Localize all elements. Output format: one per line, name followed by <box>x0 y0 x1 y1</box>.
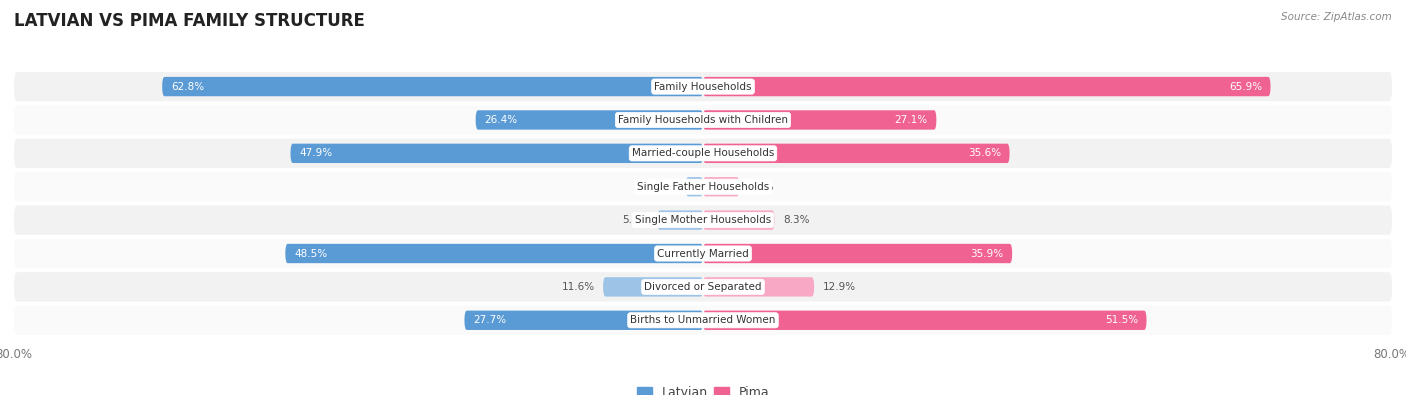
Text: 27.7%: 27.7% <box>472 315 506 325</box>
FancyBboxPatch shape <box>14 172 1392 201</box>
Text: 47.9%: 47.9% <box>299 149 332 158</box>
FancyBboxPatch shape <box>686 177 703 196</box>
Text: Single Mother Households: Single Mother Households <box>636 215 770 225</box>
FancyBboxPatch shape <box>162 77 703 96</box>
Text: Births to Unmarried Women: Births to Unmarried Women <box>630 315 776 325</box>
FancyBboxPatch shape <box>703 310 1146 330</box>
FancyBboxPatch shape <box>703 244 1012 263</box>
Text: 65.9%: 65.9% <box>1229 82 1263 92</box>
FancyBboxPatch shape <box>703 211 775 230</box>
Text: 35.6%: 35.6% <box>967 149 1001 158</box>
Text: 4.2%: 4.2% <box>748 182 775 192</box>
Text: Divorced or Separated: Divorced or Separated <box>644 282 762 292</box>
Text: Single Father Households: Single Father Households <box>637 182 769 192</box>
Text: 51.5%: 51.5% <box>1105 315 1137 325</box>
FancyBboxPatch shape <box>285 244 703 263</box>
FancyBboxPatch shape <box>14 105 1392 135</box>
Text: LATVIAN VS PIMA FAMILY STRUCTURE: LATVIAN VS PIMA FAMILY STRUCTURE <box>14 12 366 30</box>
Text: 62.8%: 62.8% <box>170 82 204 92</box>
Text: 26.4%: 26.4% <box>484 115 517 125</box>
Text: Married-couple Households: Married-couple Households <box>631 149 775 158</box>
Text: 5.3%: 5.3% <box>623 215 648 225</box>
FancyBboxPatch shape <box>475 110 703 130</box>
FancyBboxPatch shape <box>464 310 703 330</box>
Text: 12.9%: 12.9% <box>823 282 856 292</box>
FancyBboxPatch shape <box>703 177 740 196</box>
FancyBboxPatch shape <box>291 144 703 163</box>
Text: 8.3%: 8.3% <box>783 215 810 225</box>
Text: 48.5%: 48.5% <box>294 248 328 258</box>
FancyBboxPatch shape <box>703 144 1010 163</box>
Text: 2.0%: 2.0% <box>651 182 678 192</box>
FancyBboxPatch shape <box>703 110 936 130</box>
FancyBboxPatch shape <box>703 277 814 297</box>
FancyBboxPatch shape <box>14 72 1392 101</box>
Text: Family Households with Children: Family Households with Children <box>619 115 787 125</box>
Text: Family Households: Family Households <box>654 82 752 92</box>
Text: 27.1%: 27.1% <box>894 115 928 125</box>
FancyBboxPatch shape <box>14 239 1392 268</box>
FancyBboxPatch shape <box>14 306 1392 335</box>
Text: 11.6%: 11.6% <box>561 282 595 292</box>
FancyBboxPatch shape <box>603 277 703 297</box>
Text: Source: ZipAtlas.com: Source: ZipAtlas.com <box>1281 12 1392 22</box>
FancyBboxPatch shape <box>14 139 1392 168</box>
Legend: Latvian, Pima: Latvian, Pima <box>637 386 769 395</box>
FancyBboxPatch shape <box>703 77 1271 96</box>
FancyBboxPatch shape <box>658 211 703 230</box>
FancyBboxPatch shape <box>14 205 1392 235</box>
Text: 35.9%: 35.9% <box>970 248 1004 258</box>
FancyBboxPatch shape <box>14 272 1392 302</box>
Text: Currently Married: Currently Married <box>657 248 749 258</box>
